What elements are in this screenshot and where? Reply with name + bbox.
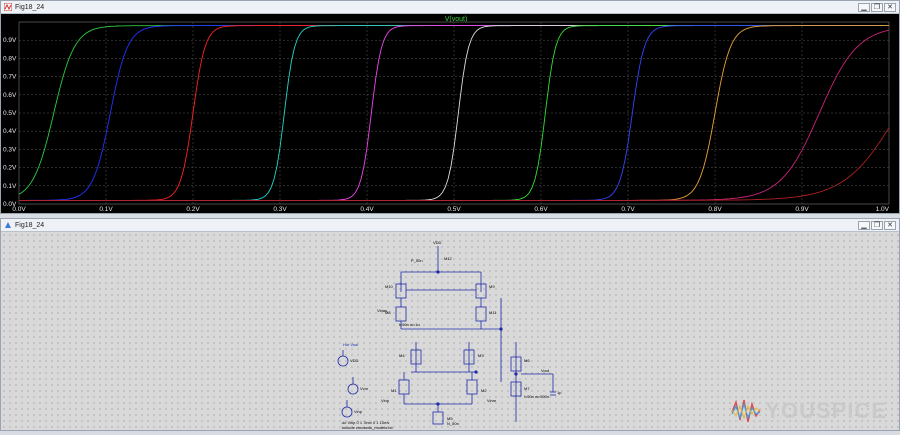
x-tick-label: 0.6V (534, 206, 548, 213)
minimize-button[interactable]: ▁ (858, 2, 870, 12)
schematic-app-icon (5, 222, 11, 228)
watermark-text: YOUSPICE (765, 398, 887, 423)
y-tick-label: 0.2V (3, 165, 17, 172)
waveform-app-icon (4, 3, 12, 11)
y-tick-label: 0.3V (3, 146, 17, 153)
vdd-label: VDD (433, 240, 442, 245)
x-tick-label: 0.5V (447, 206, 461, 213)
schematic-canvas[interactable]: VDD M12 P_50n M10 M9 M8 M11 l=50n w=1u M… (1, 232, 899, 430)
plot-window-title: Fig18_24 (15, 3, 45, 11)
x-tick-label: 0.3V (273, 206, 287, 213)
plot-window-titlebar[interactable]: Fig18_24 ▁ ❐ ✕ (1, 1, 899, 14)
vdd-source-label: VDD (350, 358, 359, 363)
circuit-schematic[interactable]: VDD M12 P_50n M10 M9 M8 M11 l=50n w=1u M… (1, 232, 899, 430)
waveform-plot[interactable]: V(vout) 0.0V 0.1V 0.2V 0.3V 0.4V 0.5V 0.6V 0.7V… (1, 14, 899, 213)
y-tick-label: 0.8V (3, 55, 17, 62)
x-tick-label: 0.4V (360, 206, 374, 213)
dc-directive[interactable]: .dc Vinp 0 1 .5mv 0 1 10mv (341, 420, 389, 425)
m2-label: M2 (481, 388, 487, 393)
x-tick-label: 0.9V (795, 206, 809, 213)
p50n-label: P_50n (411, 258, 423, 263)
y-tick-label: 0.6V (3, 92, 17, 99)
vinp-source-label: Vinp (354, 409, 363, 414)
close-button[interactable]: ✕ (884, 220, 896, 230)
m3-label: M3 (478, 353, 484, 358)
m7-label: M7 (524, 386, 530, 391)
m8-label: M8 (385, 310, 391, 315)
n50n-label: N_50n (447, 421, 459, 426)
vinp-label: Vinp (381, 398, 390, 403)
hot-vout-label: Hot Vout (343, 342, 359, 347)
m5-label: M5 (447, 416, 453, 421)
close-button[interactable]: ✕ (884, 2, 896, 12)
width-label-2: l=50n w=500n (524, 394, 549, 399)
trace-label[interactable]: V(vout) (445, 16, 468, 23)
schematic-window-title: Fig18_24 (15, 221, 45, 229)
cap-label: 1p (557, 390, 562, 395)
x-tick-label: 0.1V (99, 206, 113, 213)
waveform-logo-icon (731, 399, 761, 423)
y-tick-label: 0.9V (3, 37, 17, 44)
watermark: YOUSPICE (731, 398, 887, 424)
vbias-label: Vbias (377, 308, 387, 313)
waveform-chart[interactable]: V(vout) 0.0V 0.1V 0.2V 0.3V 0.4V 0.5V 0.6V 0.7V… (1, 14, 899, 213)
plot-frame (18, 21, 890, 205)
vout-label: Vout (541, 368, 550, 373)
m4-label: M4 (399, 353, 405, 358)
waveform-trace[interactable] (19, 127, 890, 201)
x-tick-label: 1.0V (876, 206, 890, 213)
plot-window: Fig18_24 ▁ ❐ ✕ V(vout) 0.0V 0.1V 0.2V 0.3V 0… (0, 0, 900, 214)
m10-label: M10 (385, 284, 394, 289)
restore-button[interactable]: ❐ (871, 220, 883, 230)
y-tick-label: 0.5V (3, 110, 17, 117)
schematic-window: Fig18_24 ▁ ❐ ✕ (0, 218, 900, 431)
width-label: l=50n w=1u (399, 322, 420, 327)
y-tick-label: 0.4V (3, 128, 17, 135)
restore-button[interactable]: ❐ (871, 2, 883, 12)
m11-label: M11 (489, 310, 497, 315)
include-directive[interactable]: .include cmosedu_models.txt (341, 425, 393, 430)
m1-label: M1 (391, 388, 397, 393)
x-tick-label: 0.0V (12, 206, 26, 213)
x-tick-label: 0.8V (708, 206, 722, 213)
x-tick-label: 0.2V (186, 206, 200, 213)
schematic-window-titlebar[interactable]: Fig18_24 ▁ ❐ ✕ (1, 219, 899, 232)
m12-label: M12 (444, 256, 453, 261)
minimize-button[interactable]: ▁ (858, 220, 870, 230)
m9-label: M9 (489, 284, 495, 289)
vcm-source-label: Vcm (360, 386, 369, 391)
vinm-label: Vinm (487, 398, 497, 403)
x-tick-label: 0.7V (621, 206, 635, 213)
y-tick-label: 0.7V (3, 74, 17, 81)
y-tick-label: 0.0V (3, 201, 17, 208)
y-tick-label: 0.1V (3, 183, 17, 190)
m6-label: M6 (524, 358, 530, 363)
